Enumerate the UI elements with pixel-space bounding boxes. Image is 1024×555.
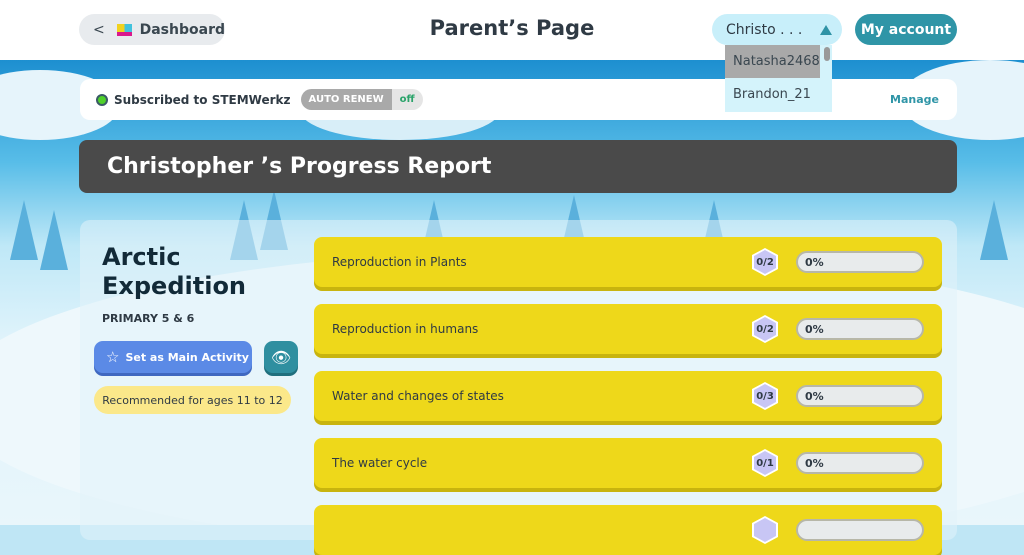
- subscription-status: Subscribed to STEMWerkz: [114, 92, 291, 107]
- manage-link[interactable]: Manage: [890, 93, 939, 106]
- topic-row[interactable]: Water and changes of states 0/3 0%: [314, 371, 942, 421]
- topic-progress-bar: 0%: [796, 251, 924, 273]
- auto-renew-value: off: [391, 89, 423, 110]
- page-title: Parent’s Page: [429, 16, 595, 40]
- topic-count: 0/1: [754, 451, 776, 475]
- dashboard-back-button[interactable]: < Dashboard: [79, 14, 225, 45]
- topic-count-badge: [752, 516, 778, 544]
- child-select[interactable]: Christo . . .: [712, 14, 842, 45]
- set-main-activity-button[interactable]: ☆ Set as Main Activity: [94, 341, 252, 373]
- star-icon: ☆: [106, 348, 120, 366]
- dropdown-option[interactable]: Brandon_21: [733, 87, 811, 102]
- topic-count-badge: 0/2: [752, 248, 778, 276]
- top-header: < Dashboard Parent’s Page Christo . . . …: [0, 0, 1024, 60]
- dashboard-icon: [116, 23, 132, 36]
- topic-name: Water and changes of states: [332, 389, 504, 403]
- topic-row[interactable]: [314, 505, 942, 555]
- eye-icon: 👁: [270, 347, 292, 367]
- topic-name: The water cycle: [332, 456, 428, 470]
- my-account-button[interactable]: My account: [855, 14, 957, 45]
- topic-count: 0/2: [754, 250, 776, 274]
- auto-renew-toggle[interactable]: AUTO RENEW off: [300, 89, 423, 110]
- topic-row[interactable]: The water cycle 0/1 0%: [314, 438, 942, 488]
- topic-count: [754, 518, 776, 542]
- topic-progress-value: 0%: [805, 456, 824, 470]
- set-main-activity-label: Set as Main Activity: [125, 350, 249, 364]
- topic-count-badge: 0/1: [752, 449, 778, 477]
- auto-renew-label: AUTO RENEW: [300, 89, 392, 110]
- progress-report-title: Christopher ’s Progress Report: [79, 140, 957, 193]
- dropdown-scrollbar[interactable]: [824, 47, 830, 61]
- topic-count: 0/3: [754, 384, 776, 408]
- topic-count-badge: 0/2: [752, 315, 778, 343]
- topic-name: Reproduction in Plants: [332, 255, 467, 269]
- caret-up-icon: [820, 25, 832, 35]
- topic-progress-value: 0%: [805, 322, 824, 336]
- topic-progress-bar: [796, 519, 924, 541]
- status-dot-icon: [96, 93, 108, 106]
- child-dropdown-list: Natasha2468 Brandon_21: [725, 45, 832, 112]
- topic-count-badge: 0/3: [752, 382, 778, 410]
- topic-progress-value: 0%: [805, 255, 824, 269]
- dropdown-option[interactable]: Natasha2468: [725, 45, 820, 78]
- chevron-left-icon: <: [93, 21, 105, 38]
- activity-name: Arctic Expedition: [102, 243, 246, 301]
- recommended-age-badge: Recommended for ages 11 to 12: [94, 386, 291, 414]
- topic-count: 0/2: [754, 317, 776, 341]
- dashboard-label: Dashboard: [139, 21, 225, 38]
- topic-progress-bar: 0%: [796, 385, 924, 407]
- topic-name: Reproduction in humans: [332, 322, 479, 336]
- topic-row[interactable]: Reproduction in Plants 0/2 0%: [314, 237, 942, 287]
- activity-name-line: Arctic: [102, 243, 181, 271]
- activity-level: PRIMARY 5 & 6: [102, 312, 195, 325]
- topic-progress-bar: 0%: [796, 452, 924, 474]
- child-select-value: Christo . . .: [726, 21, 803, 38]
- activity-name-line: Expedition: [102, 272, 247, 300]
- topic-progress-value: 0%: [805, 389, 824, 403]
- topic-progress-bar: 0%: [796, 318, 924, 340]
- topic-row[interactable]: Reproduction in humans 0/2 0%: [314, 304, 942, 354]
- preview-button[interactable]: 👁: [264, 341, 298, 373]
